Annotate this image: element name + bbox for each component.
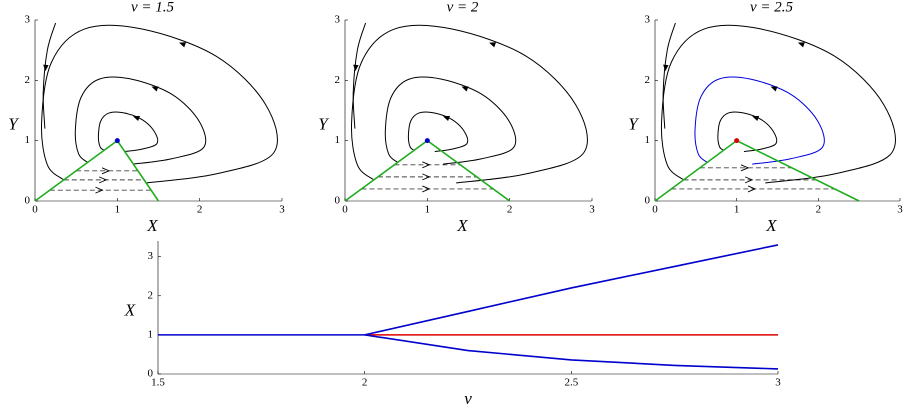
trajectory: [660, 24, 896, 184]
y-tick-label: 0: [645, 195, 651, 207]
trajectory: [74, 76, 207, 165]
y-tick-label: 2: [335, 74, 341, 86]
trajectory-arrow: [43, 64, 49, 72]
trajectory: [42, 22, 57, 129]
trajectory: [352, 22, 367, 129]
y-tick-label: 1: [335, 134, 341, 146]
trajectory: [384, 76, 517, 165]
jump-arrow: [98, 176, 108, 184]
x-axis-label: X: [765, 216, 777, 235]
trajectory: [350, 24, 588, 184]
series-line: [364, 244, 779, 336]
jump-arrow: [422, 173, 431, 181]
trajectory: [717, 111, 778, 153]
trajectory-arrow: [353, 64, 359, 72]
x-tick-label: 3: [589, 204, 595, 216]
x-tick-label: 0: [652, 204, 658, 216]
chart-title: ν = 1.5: [131, 0, 175, 15]
trajectory-arrow: [461, 86, 469, 92]
trajectory: [407, 111, 469, 153]
x-tick-label: 1.5: [151, 377, 165, 389]
trajectory-arrow: [179, 42, 187, 48]
trajectory: [40, 24, 278, 184]
x-tick-label: 3: [279, 204, 285, 216]
fixed-point: [114, 138, 120, 144]
y-tick-label: 2: [148, 289, 154, 301]
y-tick-label: 1: [25, 134, 31, 146]
x-tick-label: 2: [507, 204, 513, 216]
fixed-point: [424, 138, 430, 144]
jump-arrow: [422, 161, 431, 169]
trajectory-arrow: [442, 115, 450, 122]
x-tick-label: 2: [816, 204, 822, 216]
jump-arrow: [744, 176, 754, 184]
y-tick-label: 3: [25, 14, 31, 26]
y-tick-label: 2: [645, 74, 651, 86]
x-tick-label: 3: [775, 377, 781, 389]
x-tick-label: 0: [342, 204, 348, 216]
y-tick-label: 3: [335, 14, 341, 26]
y-axis-label: Y: [318, 114, 329, 133]
trajectory: [97, 111, 159, 153]
jump-arrow: [101, 167, 111, 175]
trajectory: [662, 22, 676, 129]
y-tick-label: 0: [148, 368, 154, 380]
trajectory: [694, 76, 825, 165]
y-tick-label: 2: [25, 74, 31, 86]
y-tick-label: 0: [335, 195, 341, 207]
chart-title: ν = 2.5: [750, 0, 794, 15]
jump-arrow: [747, 185, 757, 193]
x-tick-label: 2.5: [564, 377, 578, 389]
trajectory-arrow: [489, 42, 497, 48]
x-tick-label: 2: [362, 377, 368, 389]
boundary: [344, 139, 511, 202]
trajectory-arrow: [797, 42, 805, 48]
series-line: [364, 334, 779, 370]
jump-arrow: [422, 185, 431, 193]
y-axis-label: Y: [8, 114, 19, 133]
trajectory-arrow: [132, 115, 140, 122]
y-tick-label: 3: [645, 14, 651, 26]
trajectory-arrow: [752, 115, 760, 122]
x-axis-label: X: [146, 216, 158, 235]
x-axis-label: X: [456, 216, 468, 235]
x-tick-label: 2: [197, 204, 203, 216]
chart-title: ν = 2: [447, 0, 479, 15]
y-axis-label: Y: [628, 114, 639, 133]
x-axis-label: ν: [464, 389, 472, 408]
x-tick-label: 0: [32, 204, 38, 216]
y-axis-label: X: [124, 300, 136, 319]
y-tick-label: 1: [645, 134, 651, 146]
trajectory-arrow: [770, 86, 778, 92]
x-tick-label: 1: [115, 204, 121, 216]
trajectory-arrow: [663, 64, 669, 72]
x-tick-label: 3: [897, 204, 903, 216]
y-tick-label: 3: [148, 250, 154, 262]
trajectory-arrow: [151, 86, 159, 92]
y-tick-label: 1: [148, 328, 154, 340]
jump-arrow: [95, 186, 104, 194]
fixed-point: [734, 138, 740, 144]
jump-arrow: [740, 164, 750, 172]
x-tick-label: 1: [425, 204, 431, 216]
y-tick-label: 0: [25, 195, 31, 207]
x-tick-label: 1: [734, 204, 740, 216]
